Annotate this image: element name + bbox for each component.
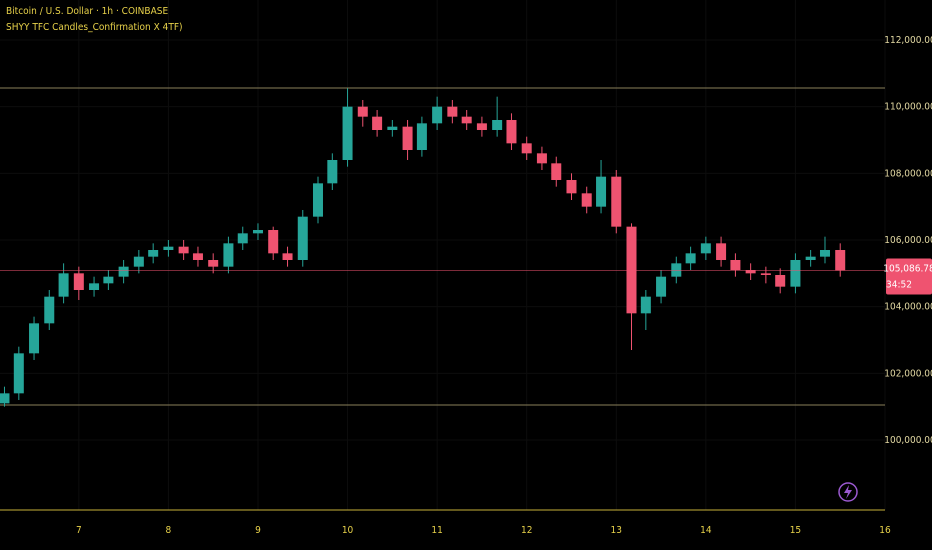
candle-body <box>73 273 84 290</box>
candle-body <box>730 260 741 270</box>
candle-body <box>581 193 592 207</box>
candle-body <box>760 273 771 275</box>
candle-body <box>29 323 40 354</box>
candle-body <box>835 250 846 271</box>
candle-body <box>387 126 398 130</box>
candle-body <box>416 123 427 150</box>
candle-body <box>252 230 263 234</box>
candle-body <box>133 256 144 267</box>
y-tick-label: 106,000.00 <box>884 235 932 246</box>
candle-body <box>521 143 532 154</box>
candle-body <box>357 106 368 117</box>
plot <box>0 87 885 407</box>
last-price-box <box>886 258 932 295</box>
candle-body <box>745 270 756 274</box>
candle-body <box>148 250 159 257</box>
candle-body <box>700 243 711 254</box>
candle-body <box>282 253 293 260</box>
candle-body <box>89 283 100 290</box>
candle-body <box>208 260 219 267</box>
candle-body <box>223 243 234 267</box>
y-tick-label: 108,000.00 <box>884 168 932 179</box>
y-tick-label: 102,000.00 <box>884 368 932 379</box>
last-price-label: 105,086.78 <box>883 263 932 274</box>
candle-body <box>566 180 577 194</box>
candle-body <box>536 153 547 164</box>
candle-body <box>44 296 55 324</box>
icon-bolt <box>844 485 852 499</box>
x-tick-label: 14 <box>700 525 712 536</box>
x-tick-label: 13 <box>611 525 622 536</box>
x-tick-label: 16 <box>879 525 891 536</box>
candle-body <box>312 183 323 217</box>
candle-body <box>297 216 308 260</box>
candle-body <box>640 296 651 314</box>
candle-body <box>268 230 279 254</box>
chart-title: Bitcoin / U.S. Dollar · 1h · COINBASE <box>6 6 168 17</box>
candle-body <box>103 276 114 284</box>
candle-body <box>506 120 517 144</box>
candle-body <box>685 253 696 264</box>
candle-body <box>372 116 383 130</box>
candle-body <box>327 160 338 184</box>
candle-body <box>775 275 786 287</box>
candle-body <box>178 246 189 254</box>
candle-body <box>476 123 487 130</box>
indicator-name: SHYY TFC Candles_Confirmation X 4TF) <box>6 22 183 33</box>
candle-body <box>0 393 10 404</box>
candle-body <box>58 273 69 297</box>
candle-body <box>342 106 353 160</box>
candle-body <box>402 126 413 150</box>
x-tick-label: 8 <box>166 525 172 536</box>
x-tick-label: 10 <box>342 525 354 536</box>
x-tick-label: 7 <box>76 525 82 536</box>
icon[interactable] <box>838 482 858 502</box>
candle-body <box>461 116 472 124</box>
x-tick-label: 15 <box>790 525 801 536</box>
y-tick-label: 110,000.00 <box>884 102 932 113</box>
candle-body <box>611 176 622 227</box>
candle-body <box>671 263 682 277</box>
candle-body <box>551 163 562 180</box>
candle-body <box>656 276 667 297</box>
y-tick-label: 104,000.00 <box>884 302 932 313</box>
candle-body <box>237 233 248 244</box>
candle-body <box>626 226 637 314</box>
candle-body <box>596 176 607 207</box>
y-tick-label: 112,000.00 <box>884 35 932 46</box>
countdown: 34:52 <box>886 279 912 290</box>
x-tick-label: 11 <box>431 525 442 536</box>
candle-body <box>118 266 129 277</box>
candle-body <box>163 246 174 250</box>
candle-body <box>13 353 24 394</box>
y-tick-label: 100,000.00 <box>884 435 932 446</box>
candle-body <box>716 243 727 260</box>
candle-body <box>819 250 830 257</box>
x-tick-label: 9 <box>255 525 261 536</box>
candle-body <box>447 106 458 117</box>
candle-body <box>192 253 203 260</box>
x-tick-label: 12 <box>521 525 532 536</box>
candle-body <box>492 120 503 130</box>
candle-body <box>790 260 801 287</box>
candle-body <box>432 106 443 124</box>
candle-body <box>805 256 816 260</box>
